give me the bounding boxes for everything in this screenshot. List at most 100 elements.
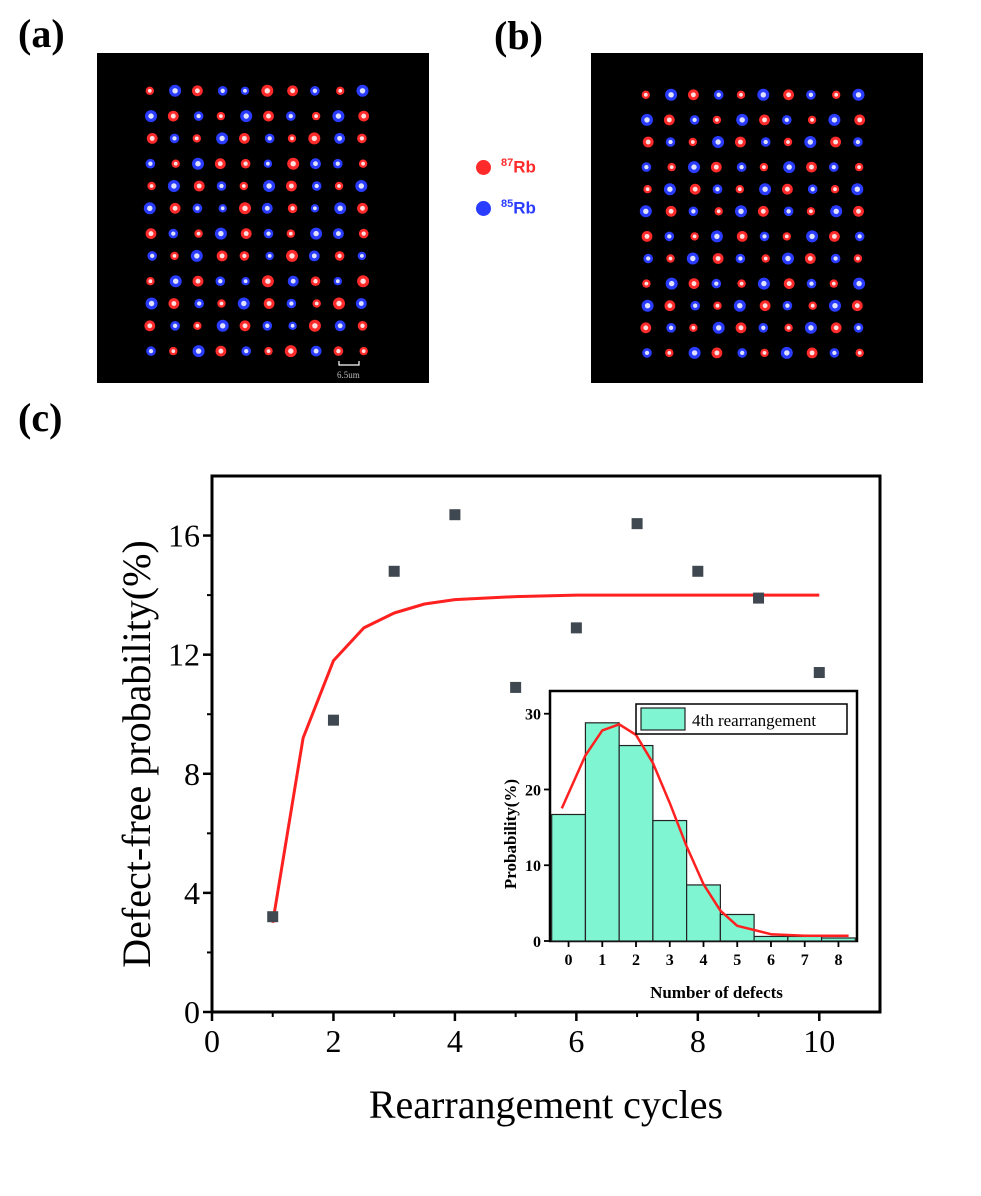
atom-core (311, 135, 317, 142)
atom-site (711, 278, 722, 289)
inset-x-tick-label: 6 (767, 952, 775, 969)
atom-site (806, 347, 818, 359)
atom-site (757, 277, 770, 290)
atom-core (312, 323, 318, 329)
atom-site (689, 323, 698, 332)
atom-site (641, 90, 650, 99)
atom-site (757, 88, 770, 101)
atom-site (665, 88, 678, 101)
atom-core (644, 350, 650, 356)
atom-core (667, 351, 672, 355)
atom-core (831, 164, 836, 170)
atom-core (715, 187, 720, 192)
atom-core (243, 161, 248, 166)
inset-y-tick-label: 0 (533, 934, 541, 951)
inset-x-tick: 6 (767, 941, 775, 969)
atom-site (639, 205, 652, 218)
atom-core (337, 323, 343, 329)
atom-site (641, 162, 652, 172)
inset-x-tick: 8 (834, 941, 842, 969)
atom-site (357, 251, 367, 261)
x-tick-label: 2 (325, 1023, 341, 1059)
atom-site (853, 254, 863, 263)
atom-site (806, 230, 819, 243)
atom-core (668, 92, 674, 98)
atom-core (667, 234, 672, 239)
atom-core (148, 231, 154, 237)
atom-site (357, 275, 370, 288)
atom-site (759, 300, 771, 312)
atom-site (830, 136, 841, 148)
atom-core (739, 92, 743, 97)
atom-site (688, 278, 700, 289)
atom-site (854, 162, 864, 172)
atom-core (856, 208, 861, 214)
atom-site (642, 279, 651, 288)
atom-site (642, 136, 654, 148)
atom-core (335, 231, 341, 237)
atom-site (355, 180, 368, 192)
inset-y-axis-title: Probability(%) (501, 779, 520, 889)
atom-core (243, 231, 249, 237)
inset-x-tick-label: 1 (598, 952, 606, 969)
atom-core (150, 253, 155, 259)
inset-x-tick-label: 5 (733, 952, 741, 969)
inset-y-tick: 20 (525, 782, 550, 799)
atom-site (688, 161, 700, 174)
atom-core (831, 117, 838, 123)
atom-core (172, 88, 178, 94)
atom-core (809, 350, 815, 356)
atom-site (851, 300, 863, 312)
atom-core (857, 165, 861, 169)
atom-array-image-a: 6.5um (97, 53, 429, 383)
atom-core (288, 231, 293, 236)
atom-core (666, 117, 672, 123)
atom-core (336, 348, 341, 354)
inset-x-tick: 0 (565, 941, 573, 969)
atom-core (337, 205, 343, 211)
atom-site (830, 253, 841, 264)
atom-site (263, 298, 275, 309)
atom-site (688, 206, 699, 217)
atom-core (739, 233, 745, 239)
atom-core (196, 183, 202, 189)
atom-core (809, 164, 814, 170)
atom-core (148, 279, 153, 284)
atom-site (215, 276, 226, 286)
atom-site (854, 114, 866, 126)
x-axis-title: Rearrangement cycles (369, 1082, 723, 1127)
atom-core (855, 92, 862, 98)
atom-core (786, 209, 791, 214)
atom-site (688, 137, 697, 147)
atom-core (290, 136, 294, 141)
atom-core (668, 325, 674, 330)
atom-core (762, 117, 767, 123)
atom-site (310, 227, 323, 240)
atom-core (785, 255, 791, 262)
histogram-bar (787, 935, 823, 942)
atom-site (782, 183, 793, 195)
y-tick: 12 (168, 637, 212, 673)
atom-site (761, 254, 770, 263)
atom-core (854, 186, 860, 192)
scale-bar: 6.5um (337, 361, 360, 380)
atom-core (243, 88, 247, 93)
atom-site (667, 162, 676, 172)
panel-label-c: (c) (18, 395, 63, 440)
atom-site (192, 345, 205, 358)
atom-core (361, 161, 365, 166)
atom-core (314, 183, 319, 189)
atom-core (833, 139, 839, 145)
atom-core (833, 325, 839, 331)
atom-core (290, 278, 296, 284)
atom-core (173, 278, 179, 284)
atom-site (643, 185, 652, 194)
atom-site (192, 203, 203, 214)
atom-core (810, 303, 815, 308)
atom-core (360, 205, 365, 211)
atom-site (357, 321, 368, 331)
atom-core (149, 184, 154, 188)
atom-site (216, 132, 229, 145)
atom-site (853, 277, 866, 290)
atom-site (192, 275, 204, 287)
